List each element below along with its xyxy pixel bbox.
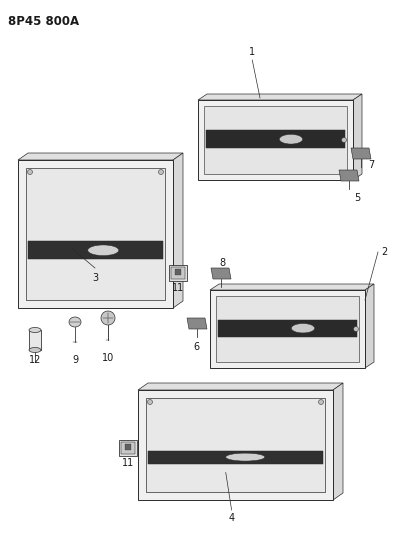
Polygon shape	[216, 296, 359, 362]
Text: 2: 2	[381, 247, 387, 257]
Circle shape	[342, 138, 346, 142]
Polygon shape	[353, 94, 362, 180]
Bar	[28, 241, 163, 259]
Polygon shape	[333, 383, 343, 500]
Polygon shape	[351, 148, 371, 159]
Circle shape	[353, 327, 359, 332]
Ellipse shape	[29, 327, 41, 333]
Polygon shape	[18, 153, 183, 160]
Text: 3: 3	[92, 273, 98, 283]
Bar	[121, 442, 135, 454]
Polygon shape	[339, 170, 359, 181]
Text: 11: 11	[122, 458, 134, 468]
Text: 1: 1	[249, 47, 255, 57]
Text: 10: 10	[102, 353, 114, 363]
Ellipse shape	[69, 317, 81, 327]
Ellipse shape	[292, 324, 315, 333]
Polygon shape	[198, 100, 353, 180]
Polygon shape	[187, 318, 207, 329]
Bar	[206, 131, 345, 148]
Polygon shape	[365, 284, 374, 368]
Text: 8: 8	[219, 258, 225, 268]
Polygon shape	[138, 383, 343, 390]
Polygon shape	[173, 153, 183, 308]
Ellipse shape	[279, 134, 303, 144]
Bar	[125, 444, 131, 450]
Ellipse shape	[88, 245, 119, 256]
Text: 4: 4	[229, 513, 235, 523]
Bar	[169, 265, 187, 281]
Text: 9: 9	[72, 355, 78, 365]
Polygon shape	[204, 106, 347, 174]
Polygon shape	[211, 268, 231, 279]
Text: 8P45 800A: 8P45 800A	[8, 15, 79, 28]
Polygon shape	[210, 290, 365, 368]
Text: 11: 11	[172, 283, 184, 293]
Ellipse shape	[29, 348, 41, 352]
Polygon shape	[210, 284, 374, 290]
Bar	[29, 330, 41, 350]
Bar	[175, 269, 181, 275]
Polygon shape	[138, 390, 333, 500]
Text: 12: 12	[29, 355, 41, 365]
Bar	[119, 440, 137, 456]
Circle shape	[28, 169, 32, 174]
Polygon shape	[18, 160, 173, 308]
Polygon shape	[146, 398, 325, 492]
Bar	[218, 320, 357, 337]
Circle shape	[318, 400, 323, 405]
Circle shape	[147, 400, 152, 405]
Bar	[148, 450, 323, 464]
Ellipse shape	[226, 453, 265, 461]
Text: 7: 7	[368, 160, 374, 170]
Text: 5: 5	[354, 193, 360, 203]
Polygon shape	[198, 94, 362, 100]
Bar	[171, 267, 185, 279]
Text: 6: 6	[193, 342, 199, 352]
Polygon shape	[26, 168, 165, 300]
Circle shape	[101, 311, 115, 325]
Circle shape	[158, 169, 164, 174]
